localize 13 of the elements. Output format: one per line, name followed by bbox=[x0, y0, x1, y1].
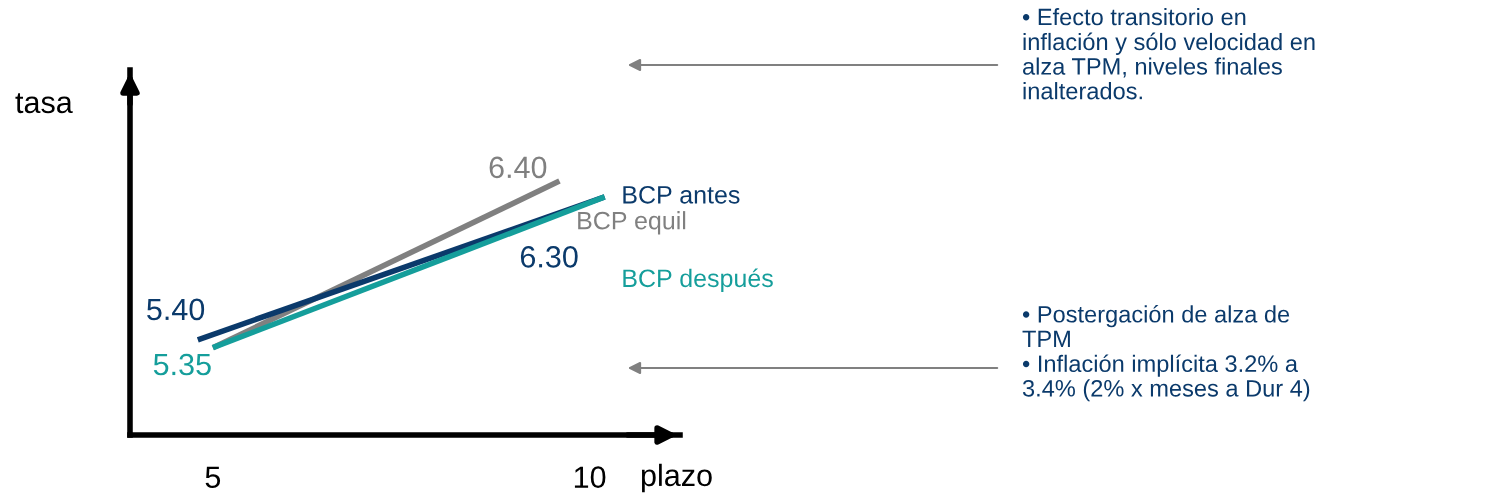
text: • Postergación de alza de TPM • Inflación implícita 3.2% a 3.4% (2% x meses a Dur 4) bbox=[1022, 305, 1310, 402]
series-label: BCP equil bbox=[578, 211, 686, 235]
series-label: BCP antes bbox=[623, 185, 740, 204]
x-axis-title: plazo bbox=[641, 463, 712, 493]
x-tick-label: 10 bbox=[574, 466, 606, 488]
text: • Efecto transitorio en inflación y sólo velocidad en alza TPM, niveles finales inalterados. bbox=[1022, 8, 1315, 100]
x-tick-label: 5 bbox=[205, 466, 221, 488]
data-label: 5.35 bbox=[153, 353, 211, 376]
data-label: 6.40 bbox=[489, 156, 547, 179]
text: BCP después bbox=[623, 268, 773, 293]
y-axis-title: tasa bbox=[15, 93, 73, 114]
data-label: 5.40 bbox=[147, 298, 205, 321]
data-label: 6.30 bbox=[520, 246, 578, 268]
